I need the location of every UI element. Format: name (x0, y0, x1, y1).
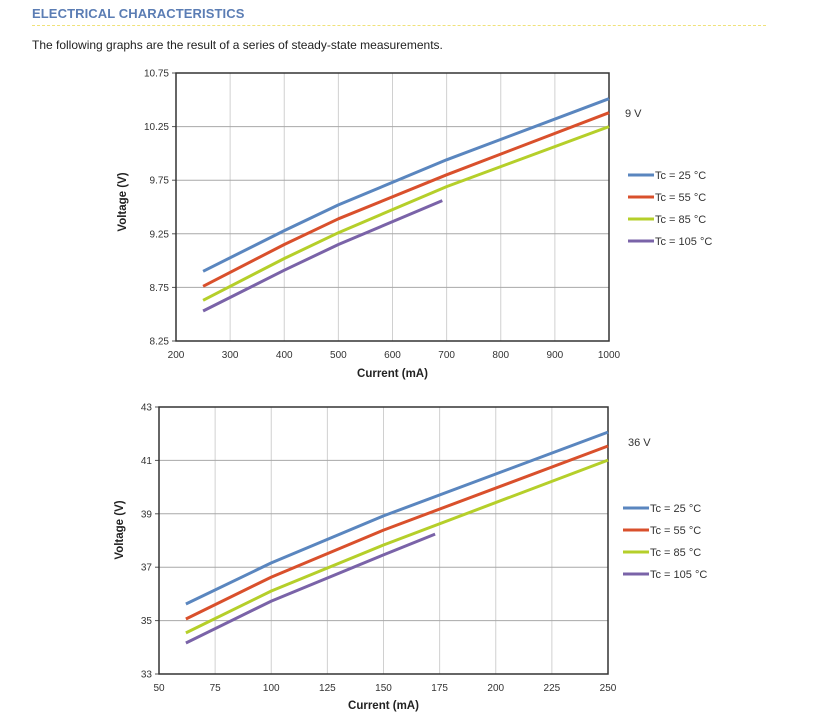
legend-item: Tc = 85 °C (623, 547, 701, 559)
x-tick-label: 225 (544, 683, 561, 694)
series-line-tc105 (185, 532, 436, 645)
legend-label: Tc = 25 °C (650, 503, 701, 515)
x-tick-label: 100 (263, 683, 280, 694)
x-tick-label: 1000 (598, 350, 621, 361)
legend-item: Tc = 55 °C (623, 525, 701, 537)
legend-label: Tc = 55 °C (650, 525, 701, 537)
series-line-tc85 (185, 458, 609, 635)
legend-label: Tc = 25 °C (655, 170, 706, 182)
legend-label: Tc = 85 °C (650, 547, 701, 559)
x-axis-title: Current (mA) (348, 700, 419, 712)
x-tick-label: 150 (375, 683, 392, 694)
plot-frame (175, 72, 610, 342)
legend-item: Tc = 25 °C (628, 170, 706, 182)
series-line-tc25 (202, 97, 610, 273)
y-tick-label: 8.25 (150, 337, 170, 348)
y-tick-label: 10.25 (144, 122, 169, 133)
y-tick-label: 9.75 (150, 176, 170, 187)
x-tick-label: 400 (276, 350, 293, 361)
y-tick-label: 10.75 (144, 69, 169, 80)
x-tick-label: 700 (438, 350, 455, 361)
heading-divider (32, 25, 766, 26)
plot-frame (158, 406, 609, 675)
series-line-tc85 (202, 125, 610, 302)
y-tick-label: 37 (141, 563, 153, 574)
x-tick-label: 250 (600, 683, 617, 694)
y-tick-label: 8.75 (150, 283, 170, 294)
x-tick-label: 600 (384, 350, 401, 361)
y-tick-label: 35 (141, 616, 153, 627)
y-tick-label: 9.25 (150, 229, 170, 240)
section-heading: ELECTRICAL CHARACTERISTICS (32, 6, 245, 21)
x-tick-label: 200 (487, 683, 504, 694)
legend-item: Tc = 105 °C (628, 236, 712, 248)
x-tick-label: 50 (153, 683, 165, 694)
y-axis-title: Voltage (V) (114, 500, 126, 559)
legend-label: Tc = 55 °C (655, 192, 706, 204)
x-tick-label: 800 (492, 350, 509, 361)
legend-item: Tc = 105 °C (623, 569, 707, 581)
series-line-tc105 (202, 199, 443, 313)
x-tick-label: 200 (168, 350, 185, 361)
y-axis-title: Voltage (V) (117, 172, 129, 231)
legend-item: Tc = 85 °C (628, 214, 706, 226)
y-tick-label: 39 (141, 509, 153, 520)
legend-label: Tc = 85 °C (655, 214, 706, 226)
series-line-tc25 (185, 430, 609, 606)
voltage-annotation: 9 V (625, 108, 642, 120)
x-axis-title: Current (mA) (357, 368, 428, 380)
series-line-tc55 (202, 111, 610, 288)
x-tick-label: 75 (210, 683, 222, 694)
intro-text: The following graphs are the result of a… (32, 38, 443, 52)
legend-item: Tc = 55 °C (628, 192, 706, 204)
voltage-annotation: 36 V (628, 437, 651, 449)
x-tick-label: 500 (330, 350, 347, 361)
x-tick-label: 175 (431, 683, 448, 694)
x-tick-label: 125 (319, 683, 336, 694)
y-tick-label: 33 (141, 670, 153, 681)
y-tick-label: 43 (141, 403, 153, 414)
x-tick-label: 900 (547, 350, 564, 361)
y-tick-label: 41 (141, 456, 153, 467)
legend-label: Tc = 105 °C (655, 236, 712, 248)
x-tick-label: 300 (222, 350, 239, 361)
legend-label: Tc = 105 °C (650, 569, 707, 581)
series-line-tc55 (185, 444, 609, 621)
legend-item: Tc = 25 °C (623, 503, 701, 515)
